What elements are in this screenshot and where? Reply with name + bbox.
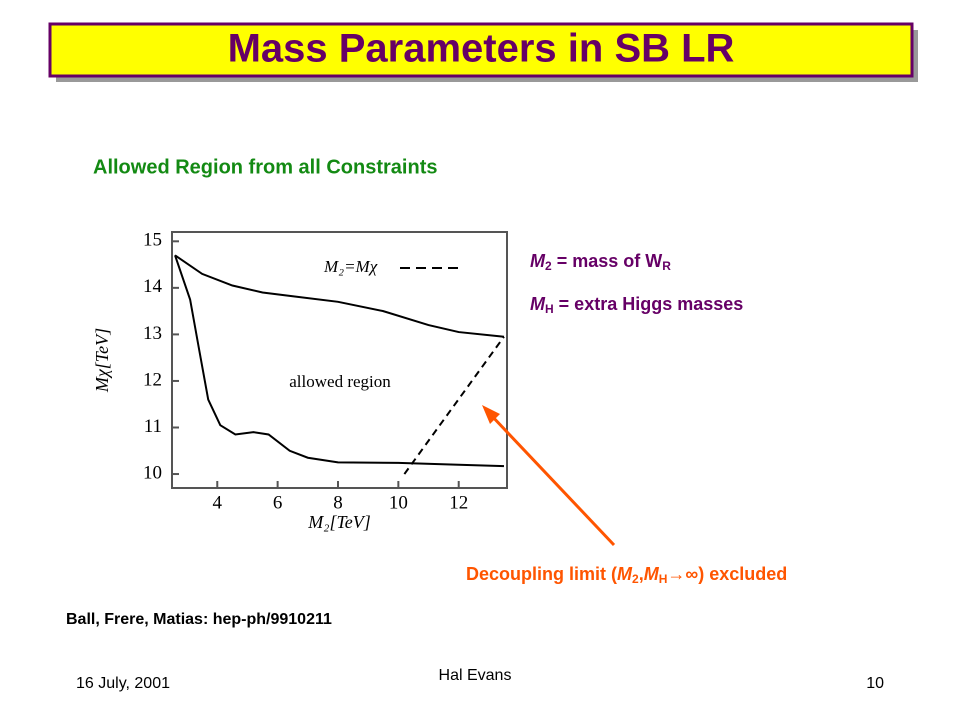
y-axis-label: Mχ[TeV] [92,328,112,393]
caption-part: M [644,564,660,584]
note: M2 = mass of WR [530,251,671,273]
curve [403,336,505,475]
y-tick-label: 15 [143,230,162,251]
note: MH = extra Higgs masses [530,294,743,316]
plot: 4 6 8 10 12 10 11 12 13 14 15 M₂[TeV] Mχ[TeV] allowed… [92,230,508,532]
note-part: H [545,302,554,316]
citation: Ball, Frere, Matias: hep-ph/9910211 [66,611,332,628]
annotation: allowed region [289,372,391,391]
caption-part: →∞) excluded [667,564,787,584]
curve [174,254,505,468]
note-part: R [662,259,671,273]
curve [174,254,505,338]
subtitle: Allowed Region from all Constraints [93,156,437,178]
x-tick-label: 10 [389,492,408,513]
title-box [48,22,914,78]
y-tick-label: 14 [143,276,163,297]
y-tick-label: 12 [143,369,162,390]
arrow-caption: Decoupling limit (M2,MH→∞) excluded [466,564,787,586]
caption-part: Decoupling limit ( [466,564,617,584]
note-part: = mass of W [552,251,663,271]
caption-part: 2 [632,572,639,586]
footer-page: 10 [866,675,884,692]
x-tick-label: 6 [273,492,283,513]
caption-part: , [639,564,644,584]
legend-label: M₂=Mχ [323,257,378,276]
note-part: M [530,251,546,271]
footer-date: 16 July, 2001 [76,675,170,692]
x-axis-label: M₂[TeV] [307,512,371,532]
plot-frame [171,231,508,489]
title: Mass Parameters in SB LR [228,27,735,71]
x-tick-label: 4 [213,492,223,513]
y-tick-label: 10 [143,462,162,483]
arrow [488,412,616,547]
footer-author: Hal Evans [439,667,512,684]
x-tick-label: 12 [449,492,468,513]
y-tick-label: 11 [144,416,162,437]
note-part: 2 [545,259,552,273]
y-tick-label: 13 [143,323,162,344]
note-part: M [530,294,546,314]
caption-part: H [659,572,668,586]
x-tick-label: 8 [333,492,343,513]
note-part: = extra Higgs masses [554,294,744,314]
caption-part: M [617,564,633,584]
arrow-head [482,405,500,424]
